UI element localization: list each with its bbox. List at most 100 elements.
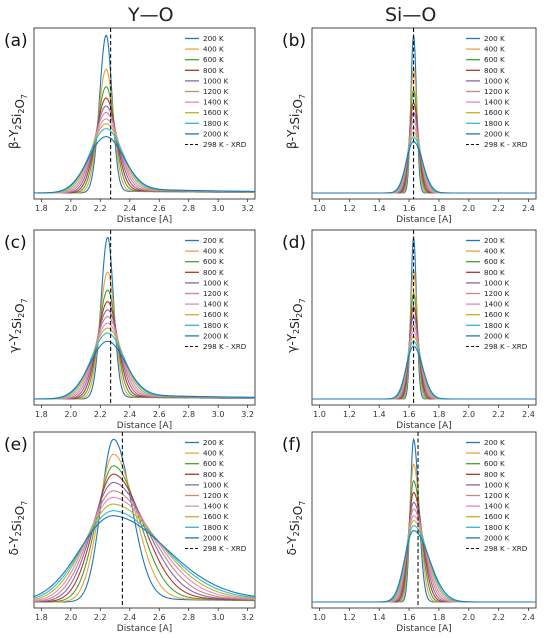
legend-label: 400 K (203, 449, 224, 458)
series-line-1800k (34, 510, 255, 599)
series-line-1600k (34, 503, 255, 601)
panel-label: (a) (4, 31, 28, 51)
x-axis-label: Distance [A] (117, 421, 172, 431)
y-axis-label: δ-Y2Si2O7 (285, 501, 307, 556)
panel-d: 1.0 1.2 1.4 1.6 1.8 2.0 2.2 2.4 Distance [A] (d) γ… (282, 229, 537, 431)
legend-label: 800 K (484, 470, 505, 479)
x-tick-label: 2.4 (522, 613, 535, 622)
legend-label: 1200 K (203, 289, 229, 298)
series-line-2000k (34, 136, 255, 194)
legend-label: 1800 K (484, 523, 510, 532)
panel-label: (b) (282, 31, 306, 51)
legend-label: 1200 K (484, 87, 510, 96)
legend-label-xrd: 298 K - XRD (203, 544, 247, 553)
legend-label-xrd: 298 K - XRD (203, 140, 247, 149)
series-group (34, 34, 255, 194)
series-group (312, 437, 536, 603)
x-tick-label: 3.0 (212, 613, 225, 622)
x-tick-label: 2.2 (492, 204, 505, 213)
legend-label: 600 K (203, 55, 224, 64)
legend-label: 1200 K (203, 87, 229, 96)
series-line-2000k (312, 530, 536, 603)
x-tick-label: 1.6 (403, 410, 416, 419)
legend-label: 400 K (484, 247, 505, 256)
plot-frame (311, 431, 537, 609)
x-tick-label: 2.4 (123, 410, 136, 419)
series-line-2000k (34, 515, 255, 598)
x-tick-label: 2.2 (94, 613, 107, 622)
legend-label: 1600 K (484, 512, 510, 521)
legend-label: 600 K (484, 257, 505, 266)
series-line-2000k (34, 340, 255, 400)
x-tick-label: 3.2 (241, 204, 254, 213)
x-tick-label: 2.0 (462, 204, 475, 213)
legend-label: 400 K (203, 247, 224, 256)
legend-label: 1600 K (484, 108, 510, 117)
legend-label: 1400 K (203, 300, 229, 309)
legend-label: 600 K (203, 257, 224, 266)
legend-label: 1600 K (203, 108, 229, 117)
legend-label: 800 K (203, 66, 224, 75)
x-tick-label: 3.0 (212, 204, 225, 213)
series-group (312, 35, 536, 194)
x-tick-label: 1.0 (313, 410, 326, 419)
x-tick-label: 1.8 (433, 613, 446, 622)
x-axis-label: Distance [A] (117, 624, 172, 634)
y-axis-label: γ-Y2Si2O7 (285, 298, 307, 352)
legend-label: 2000 K (203, 129, 229, 138)
legend-label-xrd: 298 K - XRD (484, 140, 528, 149)
x-tick-label: 2.6 (153, 613, 166, 622)
legend-label: 200 K (484, 236, 505, 245)
x-tick-label: 2.8 (182, 613, 195, 622)
panel-f: 1.0 1.2 1.4 1.6 1.8 2.0 2.2 2.4 Distance [A] (f) δ… (282, 431, 537, 634)
legend-label: 1800 K (484, 119, 510, 128)
legend-label-xrd: 298 K - XRD (484, 342, 528, 351)
series-line-2000k (312, 140, 536, 194)
panel-label: (c) (4, 233, 27, 253)
x-tick-label: 1.6 (403, 613, 416, 622)
x-tick-label: 2.2 (492, 410, 505, 419)
legend-label: 800 K (203, 470, 224, 479)
x-axis-label: Distance [A] (117, 215, 172, 225)
x-tick-label: 1.8 (35, 613, 48, 622)
legend-label: 1400 K (484, 300, 510, 309)
x-axis-label: Distance [A] (396, 215, 451, 225)
legend-label: 1000 K (484, 480, 510, 489)
legend-label: 800 K (484, 268, 505, 277)
legend-label-xrd: 298 K - XRD (203, 342, 247, 351)
panel-label: (e) (4, 435, 28, 455)
column-title-si-o: Si—O (385, 4, 437, 26)
legend-label: 1600 K (484, 310, 510, 319)
legend-label: 2000 K (484, 331, 510, 340)
legend-label: 1000 K (203, 76, 229, 85)
x-axis-label: Distance [A] (396, 421, 451, 431)
x-tick-label: 2.6 (153, 410, 166, 419)
legend-label: 800 K (484, 66, 505, 75)
column-title-y-o: Y—O (128, 4, 174, 26)
legend-label: 1200 K (484, 289, 510, 298)
y-axis-label: δ-Y2Si2O7 (7, 501, 29, 556)
x-tick-label: 2.6 (153, 204, 166, 213)
x-tick-label: 1.8 (35, 410, 48, 419)
legend-label: 200 K (203, 34, 224, 43)
x-tick-label: 2.0 (64, 410, 77, 419)
x-tick-label: 1.2 (343, 204, 356, 213)
legend-label: 200 K (203, 236, 224, 245)
x-tick-label: 1.2 (343, 410, 356, 419)
legend-label: 600 K (484, 55, 505, 64)
plot-frame (311, 27, 537, 200)
x-tick-label: 2.0 (64, 613, 77, 622)
legend-label: 400 K (484, 449, 505, 458)
legend-label: 2000 K (484, 129, 510, 138)
x-tick-label: 2.4 (123, 613, 136, 622)
legend-label: 1800 K (203, 321, 229, 330)
series-group (34, 438, 255, 603)
x-tick-label: 1.4 (373, 204, 386, 213)
x-tick-label: 2.8 (182, 410, 195, 419)
plot-frame (33, 229, 256, 406)
y-axis-label: β-Y2Si2O7 (285, 94, 307, 149)
